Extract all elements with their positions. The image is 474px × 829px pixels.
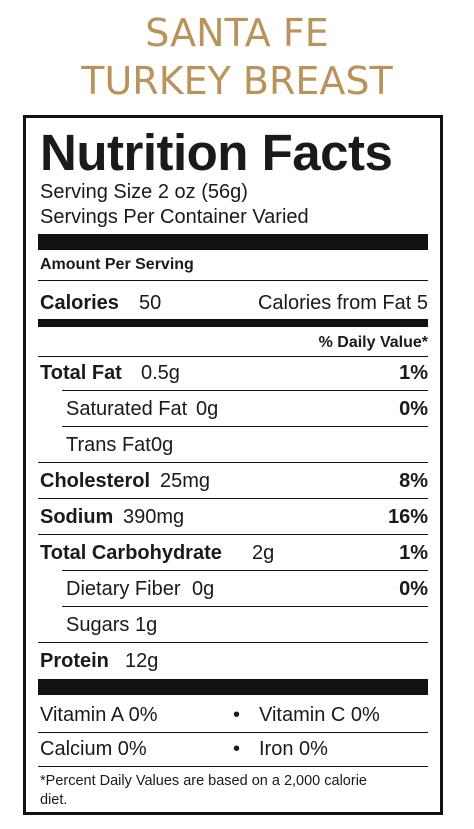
row-cholesterol-amount: 25mg xyxy=(160,470,211,492)
row-sodium-name: Sodium xyxy=(40,506,114,528)
product-title-line-1: SANTA FE xyxy=(145,11,329,55)
row-total-carbohydrate-amount: 2g xyxy=(252,542,275,564)
row-sugars-amount: 1g xyxy=(135,614,158,636)
row-total-carbohydrate-dv: 1% xyxy=(399,542,428,564)
divider xyxy=(62,570,428,571)
divider xyxy=(62,606,428,607)
calories-label: Calories xyxy=(40,292,119,314)
row-cholesterol-dv: 8% xyxy=(399,470,428,492)
row-trans-fat-name: Trans Fat xyxy=(66,434,151,456)
row-dietary-fiber-dv: 0% xyxy=(399,578,428,600)
row-saturated-fat-dv: 0% xyxy=(399,398,428,420)
daily-value-header: % Daily Value* xyxy=(318,334,428,351)
thick-divider xyxy=(38,234,428,250)
calories-value: 50 xyxy=(139,292,162,314)
divider xyxy=(62,390,428,391)
footnote-line-2: diet. xyxy=(40,792,68,808)
calcium: Calcium 0% xyxy=(40,738,147,760)
row-dietary-fiber-amount: 0g xyxy=(192,578,215,600)
row-total-fat-name: Total Fat xyxy=(40,362,122,384)
divider xyxy=(38,642,428,643)
divider xyxy=(38,280,428,281)
divider xyxy=(62,426,428,427)
row-protein-amount: 12g xyxy=(125,650,159,672)
bullet: • xyxy=(233,738,241,760)
row-total-carbohydrate-name: Total Carbohydrate xyxy=(40,542,222,564)
row-saturated-fat-name: Saturated Fat xyxy=(66,398,188,420)
product-title-line-2: TURKEY BREAST xyxy=(81,59,393,103)
divider xyxy=(38,766,428,767)
servings-per-container: Servings Per Container Varied xyxy=(40,206,309,228)
row-protein-name: Protein xyxy=(40,650,109,672)
row-sugars-name: Sugars xyxy=(66,614,130,636)
nutrition-facts-title: Nutrition Facts xyxy=(40,124,393,181)
calories-from-fat: Calories from Fat 5 xyxy=(257,292,428,314)
divider xyxy=(38,356,428,357)
divider xyxy=(38,498,428,499)
row-saturated-fat-amount: 0g xyxy=(196,398,219,420)
row-sodium-dv: 16% xyxy=(387,506,428,528)
row-trans-fat-amount: 0g xyxy=(151,434,174,456)
iron: Iron 0% xyxy=(259,738,328,760)
footnote-line-1: *Percent Daily Values are based on a 2,0… xyxy=(40,773,367,789)
divider xyxy=(38,534,428,535)
divider xyxy=(38,732,428,733)
row-total-fat-dv: 1% xyxy=(399,362,428,384)
amount-per-serving: Amount Per Serving xyxy=(40,256,194,273)
vitamin-c: Vitamin C 0% xyxy=(259,704,380,726)
medium-divider xyxy=(38,319,428,327)
nutrition-facts-label: Nutrition Facts Serving Size 2 oz (56g) … xyxy=(23,115,443,815)
serving-size: Serving Size 2 oz (56g) xyxy=(40,181,248,203)
row-total-fat-amount: 0.5g xyxy=(141,362,180,384)
divider xyxy=(38,462,428,463)
row-cholesterol-name: Cholesterol xyxy=(40,470,151,492)
thick-divider xyxy=(38,679,428,695)
vitamin-a: Vitamin A 0% xyxy=(40,704,158,726)
row-sodium-amount: 390mg xyxy=(123,506,185,528)
row-dietary-fiber-name: Dietary Fiber xyxy=(66,578,181,600)
bullet: • xyxy=(233,704,241,726)
